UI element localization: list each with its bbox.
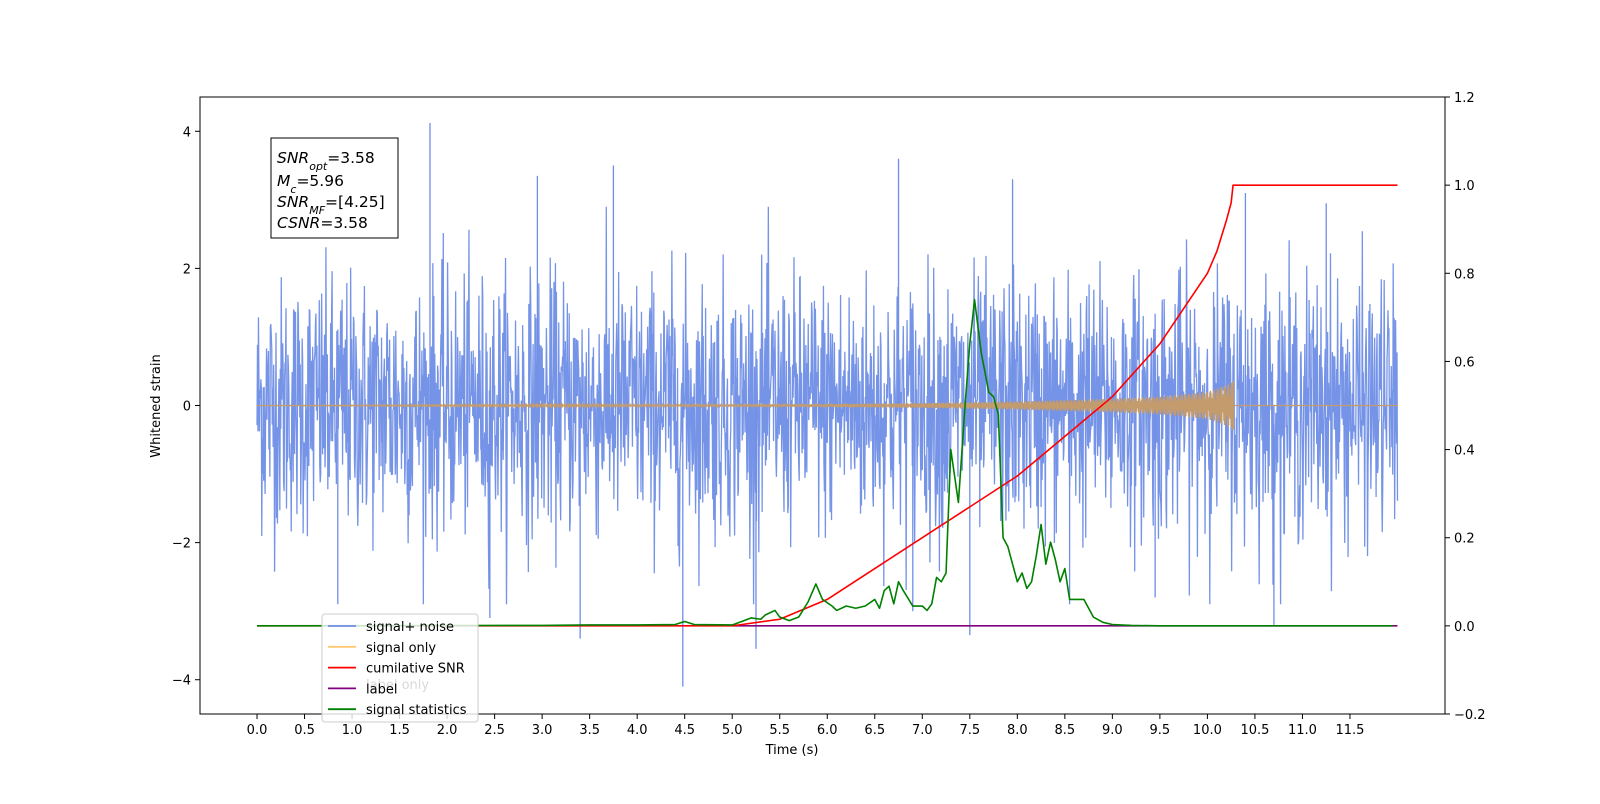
- annotation-line-snr-opt: SNRopt=3.58: [277, 149, 375, 173]
- x-tick-label-21: 10.5: [1240, 723, 1269, 738]
- y2-tick-label-2: 0.2: [1454, 532, 1475, 547]
- x-tick-label-22: 11.0: [1288, 723, 1317, 738]
- y-tick-label-4: 4: [183, 125, 191, 140]
- y2-tick-label-4: 0.6: [1454, 355, 1475, 370]
- series-signal-noise: [256, 206, 1399, 605]
- y2-tick-label-1: 0.0: [1454, 620, 1475, 635]
- x-tick-label-2: 1.0: [342, 723, 363, 738]
- y2-tick-label-0: −0.2: [1454, 708, 1486, 723]
- y2-tick-label-3: 0.4: [1454, 444, 1475, 459]
- x-tick-label-11: 5.5: [769, 723, 790, 738]
- legend-label-1: signal only: [366, 641, 436, 656]
- y-tick-label-2: 0: [183, 400, 191, 415]
- x-tick-label-23: 11.5: [1335, 723, 1364, 738]
- annotation-line-csnr: CSNR=3.58: [277, 214, 368, 232]
- x-tick-label-10: 5.0: [722, 723, 743, 738]
- x-tick-label-17: 8.5: [1055, 723, 1076, 738]
- plot-area: [256, 123, 1399, 687]
- x-tick-label-13: 6.5: [864, 723, 885, 738]
- annotation-box: SNRopt=3.58 Mc=5.96 SNRMF=[4.25] CSNR=3.…: [270, 137, 399, 239]
- x-tick-label-6: 3.0: [532, 723, 553, 738]
- x-tick-label-14: 7.0: [912, 723, 933, 738]
- legend-frame: [321, 613, 479, 723]
- axes: 0.0 0.5 1.0 1.5 2.0 2.5 3.0 3.5 4.0 4.5 5.0 5.5 6.0 6…: [172, 91, 1486, 738]
- x-tick-label-19: 9.5: [1150, 723, 1171, 738]
- y2-tick-label-6: 1.0: [1454, 179, 1475, 194]
- y-tick-label-0: −4: [172, 674, 191, 689]
- legend-hidden-text: label only: [366, 678, 429, 693]
- x-tick-label-18: 9.0: [1102, 723, 1123, 738]
- y-axis-label: Whitened strain: [149, 354, 164, 457]
- series-signal-statistics: [257, 298, 1393, 627]
- x-tick-label-9: 4.5: [674, 723, 695, 738]
- x-axis-label: Time (s): [765, 743, 819, 758]
- annotation-line-snr-mf: SNRMF=[4.25]: [277, 193, 385, 217]
- x-tick-label-20: 10.0: [1193, 723, 1222, 738]
- y2-tick-label-5: 0.8: [1454, 267, 1475, 282]
- legend-label-0: signal+ noise: [366, 620, 454, 635]
- plot-series: [256, 123, 1399, 687]
- x-tick-label-8: 4.0: [627, 723, 648, 738]
- x-tick-label-1: 0.5: [294, 723, 315, 738]
- series-signal-only: [257, 382, 1398, 429]
- x-tick-label-4: 2.0: [437, 723, 458, 738]
- legend-label-4: signal statistics: [366, 703, 467, 718]
- x-tick-label-3: 1.5: [389, 723, 410, 738]
- y-tick-label-3: 2: [183, 262, 191, 277]
- x-tick-label-16: 8.0: [1007, 723, 1028, 738]
- annotation-line-mc: Mc=5.96: [277, 172, 344, 196]
- x-tick-label-7: 3.5: [579, 723, 600, 738]
- legend-label-2: cumilative SNR: [366, 662, 465, 677]
- y2-tick-label-7: 1.2: [1454, 91, 1475, 106]
- x-tick-label-15: 7.5: [959, 723, 980, 738]
- legend-label-3: label: [366, 682, 397, 697]
- x-tick-label-5: 2.5: [484, 723, 505, 738]
- series-cumulative-snr: [257, 184, 1398, 627]
- x-tick-label-0: 0.0: [247, 723, 268, 738]
- annotation-frame: [270, 137, 399, 239]
- x-tick-label-12: 6.0: [817, 723, 838, 738]
- legend: label only signal+ noise signal only cumila…: [321, 613, 479, 723]
- y-tick-label-1: −2: [172, 537, 191, 552]
